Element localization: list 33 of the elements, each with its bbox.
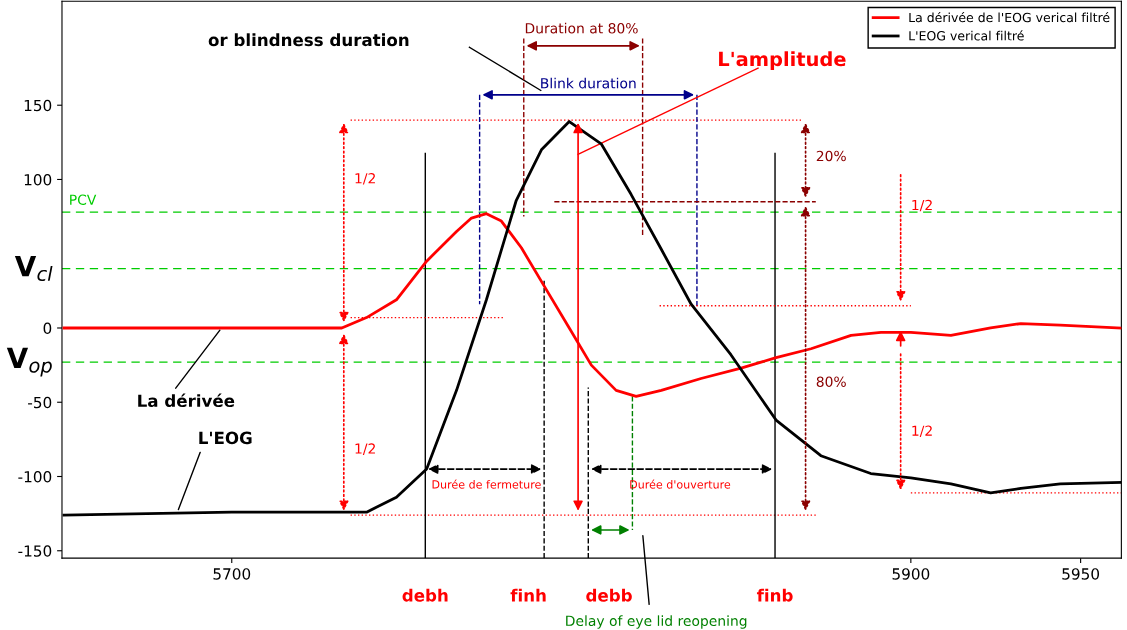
y-tick-label: -100 bbox=[18, 470, 52, 483]
ref-line-label: finb bbox=[756, 588, 793, 602]
annotation: 1/2 bbox=[355, 443, 375, 455]
ref-line-label: V$_{op}$ bbox=[6, 347, 52, 377]
annotation: Durée d'ouverture bbox=[630, 479, 731, 489]
annotation: 1/2 bbox=[912, 425, 932, 438]
annotation: L'EOG bbox=[199, 431, 252, 445]
annotation: Duration at 80% bbox=[525, 22, 638, 34]
y-tick-label: 150 bbox=[24, 99, 52, 112]
annotation: 80% bbox=[816, 376, 846, 387]
annotation: 1/2 bbox=[912, 199, 932, 212]
annotation: or blindness duration bbox=[208, 33, 409, 47]
x-tick-label: 5900 bbox=[892, 568, 930, 580]
legend-label: La dérivée de l'EOG verical filtré bbox=[909, 12, 1110, 23]
ref-line-label: debh bbox=[402, 588, 448, 602]
annotation: 20% bbox=[816, 150, 846, 162]
ref-line-label: debb bbox=[586, 588, 632, 602]
annotation: La dérivée bbox=[138, 393, 235, 408]
annotation: Durée de fermeture bbox=[432, 479, 541, 489]
y-tick-label: 100 bbox=[24, 173, 52, 186]
y-tick-label: -50 bbox=[28, 396, 52, 409]
annotation: 1/2 bbox=[355, 173, 375, 185]
y-tick-label: 0 bbox=[43, 322, 52, 335]
annotation: L'amplitude bbox=[719, 51, 846, 71]
y-tick-label: -150 bbox=[18, 545, 52, 557]
ref-line-label: V$_{cl}$ bbox=[14, 255, 53, 282]
annotation: Blink duration bbox=[541, 77, 636, 89]
x-tick-label: 5950 bbox=[1062, 568, 1100, 580]
ref-line-label: PCV bbox=[70, 194, 97, 205]
legend-label: L'EOG verical filtré bbox=[909, 30, 1024, 41]
x-tick-label: 5700 bbox=[213, 568, 251, 580]
text: Delay of eye lid reopening bbox=[566, 615, 747, 629]
ref-line-label: finh bbox=[510, 588, 546, 602]
